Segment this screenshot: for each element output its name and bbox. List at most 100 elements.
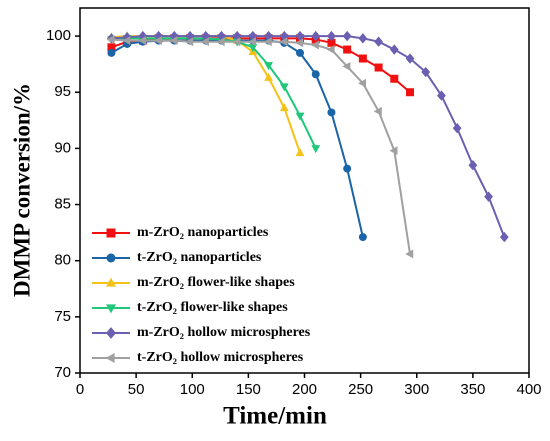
marker [389,44,399,55]
marker [138,30,148,42]
x-tick-label: 250 [348,381,373,398]
marker [310,40,319,50]
marker [201,30,211,42]
marker [107,48,116,57]
y-axis-title: DMMP conversion/% [9,83,34,297]
marker [263,37,272,47]
marker [358,33,368,44]
marker [390,74,399,83]
x-tick-label: 300 [404,381,429,398]
legend-label: m-ZrO₂ hollow microspheres [137,325,311,340]
x-tick-label: 150 [236,381,261,398]
series-line [110,39,364,238]
marker [327,30,336,42]
y-tick-label: 100 [46,27,71,44]
marker [279,83,289,92]
marker [138,36,147,45]
series-line [111,35,506,238]
marker [326,45,335,54]
marker [358,54,367,63]
marker [389,146,398,156]
marker [106,35,115,44]
x-tick-label: 50 [128,381,145,398]
marker [169,36,178,45]
y-tick-label: 70 [54,364,71,381]
marker [107,43,116,52]
plot-frame [79,7,530,374]
legend-label: m-ZrO₂ nanoparticles [137,225,269,240]
marker [499,231,509,243]
marker [264,62,273,71]
y-tick-label: 90 [54,139,71,156]
marker [311,70,320,79]
y-tick-label: 85 [54,196,71,213]
marker [169,30,179,42]
marker [232,37,241,47]
marker [154,30,163,42]
marker [358,233,367,242]
marker [405,53,415,64]
x-tick-label: 350 [460,381,485,398]
x-tick-label: 200 [292,381,317,398]
marker [279,37,288,47]
marker [358,78,367,88]
legend-marker [106,277,116,287]
marker [122,36,131,45]
y-tick-label: 75 [54,308,71,325]
y-tick-label: 95 [54,83,71,100]
marker [295,112,305,121]
marker [342,30,352,42]
marker [279,103,289,112]
marker [405,249,414,259]
series-line [111,38,412,255]
marker [406,88,415,97]
x-tick-label: 400 [516,381,541,398]
marker [468,160,478,171]
marker [295,38,304,48]
legend-marker [106,304,116,314]
marker [327,38,336,47]
marker [374,36,383,47]
marker [311,145,321,154]
marker [153,36,162,45]
marker [232,30,242,42]
legend-label: t-ZrO₂ flower-like shapes [137,300,288,315]
series-line [111,37,317,149]
marker [452,122,462,134]
marker [343,164,352,173]
legend-marker [106,253,116,263]
legend-label: m-ZrO₂ flower-like shapes [137,275,295,290]
x-axis-title: Time/min [223,403,327,430]
x-tick-label: 100 [180,381,205,398]
marker [264,30,273,42]
marker [373,106,382,116]
marker [295,30,305,42]
marker [343,45,352,54]
marker [248,37,257,47]
legend-label: t-ZrO₂ hollow microspheres [137,350,304,365]
marker [264,72,273,81]
marker [217,30,226,42]
marker [295,148,305,157]
marker [421,66,431,78]
y-tick-label: 80 [54,252,71,269]
marker [185,30,195,42]
series-line [111,35,301,154]
legend-label: t-ZrO₂ nanoparticles [137,250,262,265]
legend-marker [106,228,116,238]
x-tick-label: 0 [76,381,84,398]
marker [185,37,194,47]
marker [327,108,336,117]
marker [248,44,258,53]
marker [122,32,132,43]
marker [296,48,305,57]
marker [484,191,493,202]
marker [342,62,351,71]
legend-marker [106,327,116,339]
marker [374,63,383,72]
marker [437,90,446,101]
legend-marker [105,353,115,363]
marker [200,37,209,47]
marker [311,30,321,42]
